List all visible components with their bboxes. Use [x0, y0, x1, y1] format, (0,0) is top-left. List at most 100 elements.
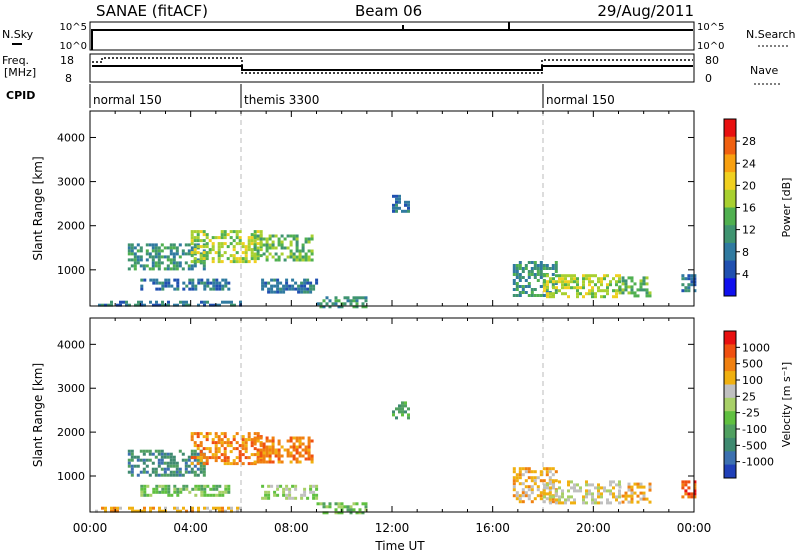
- colorbar-swatch: [724, 189, 736, 208]
- cpid-segment-label: normal 150: [546, 93, 615, 107]
- nsearch-tick-bottom: 10^0: [697, 41, 724, 52]
- colorbar-swatch: [724, 119, 736, 138]
- colorbar-tick-label: -100: [742, 423, 767, 436]
- freq-tick-bottom: 8: [65, 72, 72, 85]
- y-tick-label: 3000: [57, 176, 85, 189]
- data-cluster: [140, 484, 231, 497]
- data-cluster: [618, 482, 652, 504]
- nsky-tick-top: 10^5: [60, 22, 87, 33]
- colorbar-tick-label: 500: [742, 358, 763, 371]
- beam-label: Beam 06: [355, 2, 422, 20]
- colorbar-swatch: [724, 242, 736, 262]
- colorbar-swatch: [724, 225, 736, 244]
- data-cluster: [681, 480, 697, 499]
- y-tick-label: 4000: [57, 338, 85, 351]
- colorbar-tick-label: -500: [742, 439, 767, 452]
- x-tick-label: 16:00: [475, 521, 510, 535]
- nave-tick-bottom: 0: [705, 72, 712, 85]
- data-cluster: [316, 502, 368, 515]
- colorbar-tick-label: -25: [742, 407, 760, 420]
- colorbar-swatch: [724, 357, 736, 372]
- x-tick-label: 00:00: [677, 521, 712, 535]
- nsearch-tick-top: 10^5: [697, 22, 724, 33]
- colorbar-swatch: [724, 384, 736, 399]
- colorbar-tick-label: 12: [742, 224, 756, 237]
- colorbar-tick-label: 28: [742, 135, 756, 148]
- data-cluster: [512, 261, 558, 297]
- power-colorbar: 28 24 20 16 12 8 4 Power [dB]: [723, 118, 793, 297]
- y-axis-label: Slant Range [km]: [31, 156, 45, 260]
- cpid-row: CPID normal 150 themis 3300 normal 150: [6, 84, 615, 108]
- y-tick-label: 2000: [57, 426, 85, 439]
- y-axis-label: Slant Range [km]: [31, 363, 45, 467]
- data-cluster: [190, 230, 263, 264]
- colorbar-label: Velocity [m s⁻¹]: [780, 362, 793, 447]
- nsky-panel: N.Sky 10^5 10^0 10^5 10^0 N.Search: [2, 21, 796, 52]
- data-cluster: [392, 401, 410, 420]
- colorbar-tick-label: 16: [742, 202, 756, 215]
- colorbar-tick-label: 100: [742, 374, 763, 387]
- x-tick-label: 20:00: [576, 521, 611, 535]
- colorbar-label: Power [dB]: [780, 178, 793, 238]
- colorbar-tick-label: 20: [742, 179, 756, 192]
- data-cluster: [261, 484, 319, 500]
- x-tick-label: 08:00: [274, 521, 309, 535]
- x-axis-label: Time UT: [374, 539, 425, 553]
- cpid-label: CPID: [6, 89, 35, 102]
- data-cluster: [618, 276, 652, 298]
- colorbar-tick-label: 4: [742, 268, 749, 281]
- data-cluster: [253, 234, 314, 262]
- colorbar-swatch: [724, 451, 736, 466]
- colorbar-swatch: [724, 397, 736, 412]
- colorbar-swatch: [724, 331, 736, 345]
- x-tick-label: 00:00: [73, 521, 108, 535]
- freq-panel: Freq. [MHz] 18 8 80 0 Nave: [2, 53, 780, 85]
- nsearch-label: N.Search: [746, 28, 796, 41]
- cpid-segment-label: themis 3300: [244, 93, 319, 107]
- nave-tick-top: 80: [705, 54, 719, 67]
- colorbar-tick-label: -1000: [742, 456, 774, 469]
- colorbar-swatch: [724, 344, 736, 359]
- colorbar-tick-label: 1000: [742, 341, 770, 354]
- colorbar-swatch: [724, 371, 736, 385]
- data-cluster: [140, 278, 231, 291]
- data-cluster: [95, 506, 242, 513]
- nave-label: Nave: [750, 64, 778, 77]
- colorbar-tick-label: 8: [742, 246, 749, 259]
- data-cluster: [98, 300, 242, 307]
- y-tick-label: 1000: [57, 470, 85, 483]
- plot-title: SANAE (fitACF): [96, 2, 208, 20]
- data-cluster: [190, 432, 263, 466]
- colorbar-swatch: [724, 437, 736, 452]
- nave-trace: [92, 57, 693, 74]
- freq-label: Freq.: [2, 54, 29, 67]
- colorbar-swatch: [724, 424, 736, 439]
- y-tick-label: 1000: [57, 264, 85, 277]
- x-tick-label: 04:00: [173, 521, 208, 535]
- data-cluster: [127, 449, 206, 477]
- colorbar-swatch: [724, 154, 736, 173]
- nsky-tick-bottom: 10^0: [60, 41, 87, 52]
- freq-trace: [92, 65, 693, 71]
- cpid-segment-label: normal 150: [93, 93, 162, 107]
- colorbar-swatch: [724, 260, 736, 279]
- date-label: 29/Aug/2011: [597, 2, 694, 20]
- data-cluster: [253, 436, 314, 464]
- x-tick-label: 12:00: [375, 521, 410, 535]
- velocity-colorbar: 1000 500 100 25 -25 -100 -500 -1000 Velocity [m …: [723, 330, 793, 479]
- colorbar-swatch: [724, 411, 736, 426]
- colorbar-swatch: [724, 278, 736, 297]
- nsky-label: N.Sky: [2, 28, 34, 41]
- freq-unit: [MHz]: [4, 66, 36, 79]
- colorbar-tick-label: 24: [742, 157, 756, 170]
- freq-tick-top: 18: [60, 54, 74, 67]
- velocity-panel: 4000 3000 2000 1000 Slant Range [km] 00:00 04:…: [31, 317, 712, 535]
- power-panel: 4000 3000 2000 1000 Slant Range [km]: [31, 110, 697, 309]
- y-tick-label: 3000: [57, 382, 85, 395]
- data-cluster: [543, 480, 621, 505]
- colorbar-swatch: [724, 136, 736, 155]
- colorbar-swatch: [724, 207, 736, 226]
- colorbar-tick-label: 25: [742, 390, 756, 403]
- data-cluster: [316, 296, 368, 309]
